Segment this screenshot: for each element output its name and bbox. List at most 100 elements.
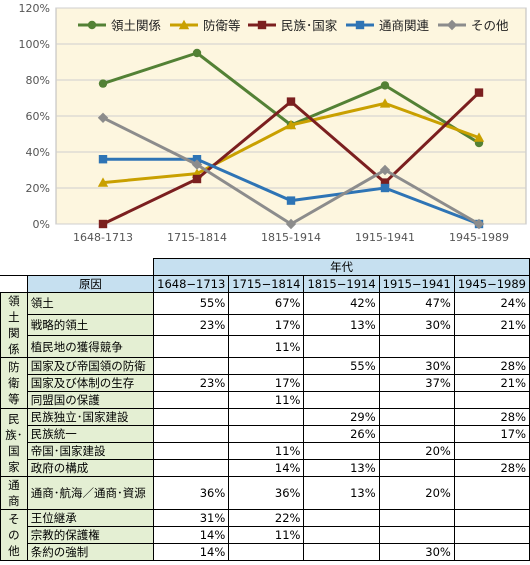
x-tick-label: 1815-1914 (261, 231, 321, 244)
reason-cell: 帝国･国家建設 (26, 442, 155, 460)
table-row: その他 王位継承 31% 22% (0, 509, 530, 561)
y-tick-label: 60% (26, 110, 50, 123)
series-2 (98, 88, 484, 229)
data-point (474, 88, 484, 97)
data-point (192, 48, 202, 58)
table-row: 民族統一 26% 17% (1, 425, 530, 443)
value-cell (228, 425, 305, 443)
data-point (380, 81, 390, 90)
value-cell: 20% (378, 442, 455, 460)
reason-cell: 通商･航海／通商･資源 (26, 476, 155, 510)
reason-cell: 植民地の獲得競争 (26, 335, 155, 358)
value-cell (453, 391, 530, 409)
value-cell: 29% (303, 408, 380, 426)
corner-cell (0, 275, 28, 293)
table-row: 政府の構成 14% 13% 28% (1, 459, 530, 477)
legend-item: 民族･国家 (248, 18, 338, 33)
gridlines (56, 7, 526, 225)
value-cell: 31% (153, 509, 230, 527)
y-tick-label: 20% (26, 182, 50, 195)
value-cell (378, 526, 455, 544)
reason-cell: 領土 (26, 292, 155, 315)
legend-marker (257, 20, 267, 30)
value-cell (378, 509, 455, 527)
value-cell: 26% (303, 425, 380, 443)
value-cell: 13% (303, 459, 380, 477)
data-point (192, 155, 202, 164)
value-cell: 14% (228, 459, 305, 477)
value-cell: 30% (378, 313, 455, 337)
data-point (97, 177, 109, 187)
legend-marker (178, 19, 190, 30)
y-tick-label: 40% (26, 146, 50, 159)
reason-cell: 同盟国の保護 (26, 391, 155, 409)
value-cell: 67% (228, 292, 305, 315)
value-cell (153, 425, 230, 443)
value-cell (153, 335, 230, 358)
value-cell (453, 543, 530, 561)
reason-cell: 条約の強制 (26, 543, 155, 561)
reason-cell: 国家及び帝国領の防衛 (26, 357, 155, 375)
period-header: 1915−1941 (378, 275, 455, 293)
group-label: 通商 (0, 476, 28, 510)
value-cell (228, 543, 305, 561)
table-row: 宗教的保護権 14% 11% (1, 526, 530, 544)
value-cell: 28% (453, 408, 530, 426)
table-row: 国家及び体制の生存 23% 17% 37% 21% (1, 374, 530, 392)
data-point (286, 196, 296, 205)
data-point (380, 178, 390, 187)
group-label: 民族･国家 (0, 408, 28, 477)
value-cell (378, 335, 455, 358)
reason-cell: 政府の構成 (26, 459, 155, 477)
value-cell (378, 425, 455, 443)
table-row: 通商 通商･航海／通商･資源 36% 36% 13% 20% (0, 476, 530, 510)
value-cell: 55% (303, 357, 380, 375)
data-point (286, 97, 296, 106)
data-point (380, 183, 390, 193)
value-cell: 11% (228, 335, 305, 358)
value-cell: 21% (453, 313, 530, 337)
value-cell: 11% (228, 391, 305, 409)
table-row: 戦略的領土 23% 17% 13% 30% 21% (1, 313, 530, 337)
x-axis: 1648-1713 1715-1814 1815-1914 1915-1941 1945… (73, 231, 509, 244)
series-lines (97, 48, 485, 230)
value-cell: 24% (453, 292, 530, 315)
reason-cell: 戦略的領土 (26, 313, 155, 337)
legend-item: 通商関連 (346, 18, 430, 33)
legend: 領土関係 防衛等 民族･国家 通商関連 その他 (78, 18, 509, 33)
legend-item: その他 (438, 18, 509, 33)
value-cell: 42% (303, 292, 380, 315)
value-cell: 55% (153, 292, 230, 315)
data-point (285, 218, 297, 230)
value-cell: 21% (453, 374, 530, 392)
value-cell: 17% (228, 374, 305, 392)
data-point (473, 218, 485, 230)
period-header: 1648−1713 (153, 275, 230, 293)
reason-cell: 民族統一 (26, 425, 155, 443)
data-point (191, 159, 203, 170)
value-cell (153, 459, 230, 477)
value-cell (453, 526, 530, 544)
table-row: 条約の強制 14% 30% (1, 543, 530, 561)
y-tick-label: 100% (19, 38, 50, 51)
value-cell: 23% (153, 313, 230, 337)
value-cell (228, 408, 305, 426)
value-cell: 20% (378, 476, 455, 510)
value-cell (303, 442, 380, 460)
value-cell: 17% (228, 313, 305, 337)
value-cell: 14% (153, 526, 230, 544)
series-4 (97, 112, 485, 230)
value-cell: 13% (303, 476, 380, 510)
value-cell (378, 459, 455, 477)
legend-label: 民族･国家 (281, 18, 338, 33)
data-point (98, 155, 108, 164)
value-cell (303, 509, 380, 527)
value-cell (453, 476, 530, 510)
value-cell (453, 509, 530, 527)
reason-cell: 民族独立･国家建設 (26, 408, 155, 426)
value-cell (303, 526, 380, 544)
group-label: 防衛等 (0, 357, 28, 409)
value-cell: 30% (378, 543, 455, 561)
value-cell (378, 391, 455, 409)
legend-marker (87, 20, 97, 30)
